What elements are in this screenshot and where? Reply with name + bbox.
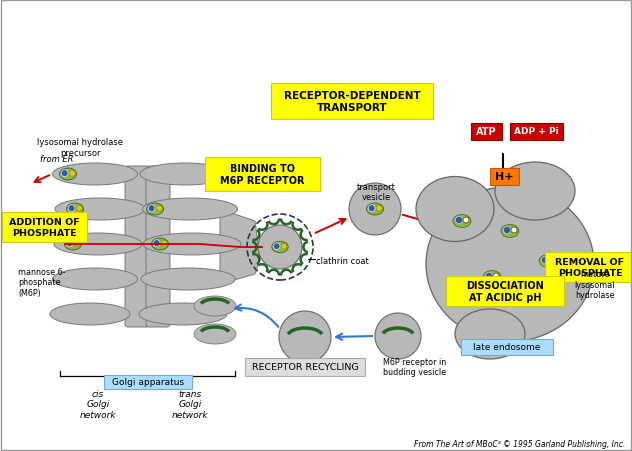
Ellipse shape: [52, 268, 138, 290]
Text: lysosomal hydrolase
precursor: lysosomal hydrolase precursor: [37, 138, 123, 157]
Text: from ER: from ER: [40, 155, 73, 164]
Text: ADDITION OF
PHOSPHATE: ADDITION OF PHOSPHATE: [9, 218, 80, 237]
Ellipse shape: [194, 296, 236, 316]
Ellipse shape: [54, 234, 142, 255]
Ellipse shape: [139, 304, 227, 325]
FancyBboxPatch shape: [125, 166, 149, 327]
Text: DISSOCIATION
AT ACIDIC pH: DISSOCIATION AT ACIDIC pH: [466, 281, 544, 302]
Ellipse shape: [483, 271, 501, 284]
Text: RECEPTOR RECYCLING: RECEPTOR RECYCLING: [252, 363, 358, 372]
FancyBboxPatch shape: [490, 168, 518, 185]
Polygon shape: [220, 210, 260, 285]
Circle shape: [274, 244, 280, 250]
Ellipse shape: [272, 242, 288, 253]
Text: ADP + Pi: ADP + Pi: [514, 127, 559, 136]
Circle shape: [68, 205, 75, 212]
Circle shape: [66, 240, 73, 247]
Ellipse shape: [59, 169, 76, 180]
Ellipse shape: [539, 255, 557, 268]
FancyBboxPatch shape: [104, 375, 192, 389]
Ellipse shape: [194, 324, 236, 344]
Circle shape: [504, 227, 511, 234]
Text: mannose 6-
phosphate
(M6P): mannose 6- phosphate (M6P): [18, 267, 66, 297]
Ellipse shape: [501, 225, 519, 238]
Text: late endosome: late endosome: [473, 343, 541, 352]
Text: cis
Golgi
network: cis Golgi network: [80, 389, 116, 419]
Circle shape: [376, 206, 382, 212]
Ellipse shape: [152, 239, 169, 250]
Circle shape: [258, 226, 302, 269]
FancyBboxPatch shape: [205, 158, 320, 192]
Circle shape: [161, 241, 167, 247]
Circle shape: [542, 257, 549, 264]
Circle shape: [61, 170, 68, 177]
Circle shape: [456, 217, 463, 224]
FancyBboxPatch shape: [461, 339, 553, 355]
Ellipse shape: [66, 203, 83, 216]
Ellipse shape: [147, 203, 164, 216]
FancyBboxPatch shape: [545, 253, 632, 282]
Text: ATP: ATP: [476, 127, 496, 137]
Circle shape: [375, 313, 421, 359]
Circle shape: [463, 217, 469, 224]
Text: BINDING TO
M6P RECEPTOR: BINDING TO M6P RECEPTOR: [220, 164, 304, 185]
FancyBboxPatch shape: [470, 123, 502, 140]
Ellipse shape: [495, 163, 575, 221]
Circle shape: [70, 171, 75, 177]
Text: From The Art of MBoC³ © 1995 Garland Publishing, Inc.: From The Art of MBoC³ © 1995 Garland Pub…: [413, 440, 625, 448]
Circle shape: [549, 258, 555, 263]
Text: mature
lysosomal
hydrolase: mature lysosomal hydrolase: [574, 270, 615, 299]
Text: trans
Golgi
network: trans Golgi network: [172, 389, 209, 419]
Circle shape: [76, 206, 82, 212]
Text: H+: H+: [495, 172, 513, 182]
Circle shape: [75, 241, 80, 247]
Circle shape: [485, 273, 492, 280]
Ellipse shape: [140, 164, 230, 186]
Text: RECEPTOR-DEPENDENT
TRANSPORT: RECEPTOR-DEPENDENT TRANSPORT: [284, 91, 420, 113]
Circle shape: [148, 205, 155, 212]
Circle shape: [349, 184, 401, 235]
Ellipse shape: [426, 187, 594, 342]
Circle shape: [153, 240, 160, 247]
FancyBboxPatch shape: [271, 84, 433, 120]
Ellipse shape: [455, 309, 525, 359]
Circle shape: [493, 273, 499, 279]
Ellipse shape: [141, 268, 235, 290]
FancyBboxPatch shape: [1, 212, 87, 243]
Ellipse shape: [52, 164, 138, 186]
FancyBboxPatch shape: [446, 276, 564, 306]
Text: Golgi apparatus: Golgi apparatus: [112, 377, 184, 387]
Circle shape: [279, 311, 331, 363]
Text: REMOVAL OF
PHOSPHATE: REMOVAL OF PHOSPHATE: [556, 258, 624, 277]
Ellipse shape: [64, 239, 82, 250]
Circle shape: [156, 206, 162, 212]
Ellipse shape: [416, 177, 494, 242]
Ellipse shape: [367, 203, 384, 216]
FancyBboxPatch shape: [146, 166, 170, 327]
Circle shape: [368, 205, 375, 212]
Ellipse shape: [142, 198, 238, 221]
Ellipse shape: [453, 215, 471, 228]
Circle shape: [281, 244, 287, 249]
Text: clathrin coat: clathrin coat: [316, 257, 368, 266]
Ellipse shape: [143, 234, 241, 255]
Text: transport
vesicle: transport vesicle: [356, 183, 396, 202]
Circle shape: [511, 227, 517, 234]
Text: M6P receptor in
budding vesicle: M6P receptor in budding vesicle: [384, 357, 447, 377]
Ellipse shape: [55, 198, 145, 221]
Ellipse shape: [50, 304, 130, 325]
FancyBboxPatch shape: [509, 123, 562, 140]
FancyBboxPatch shape: [245, 358, 365, 376]
